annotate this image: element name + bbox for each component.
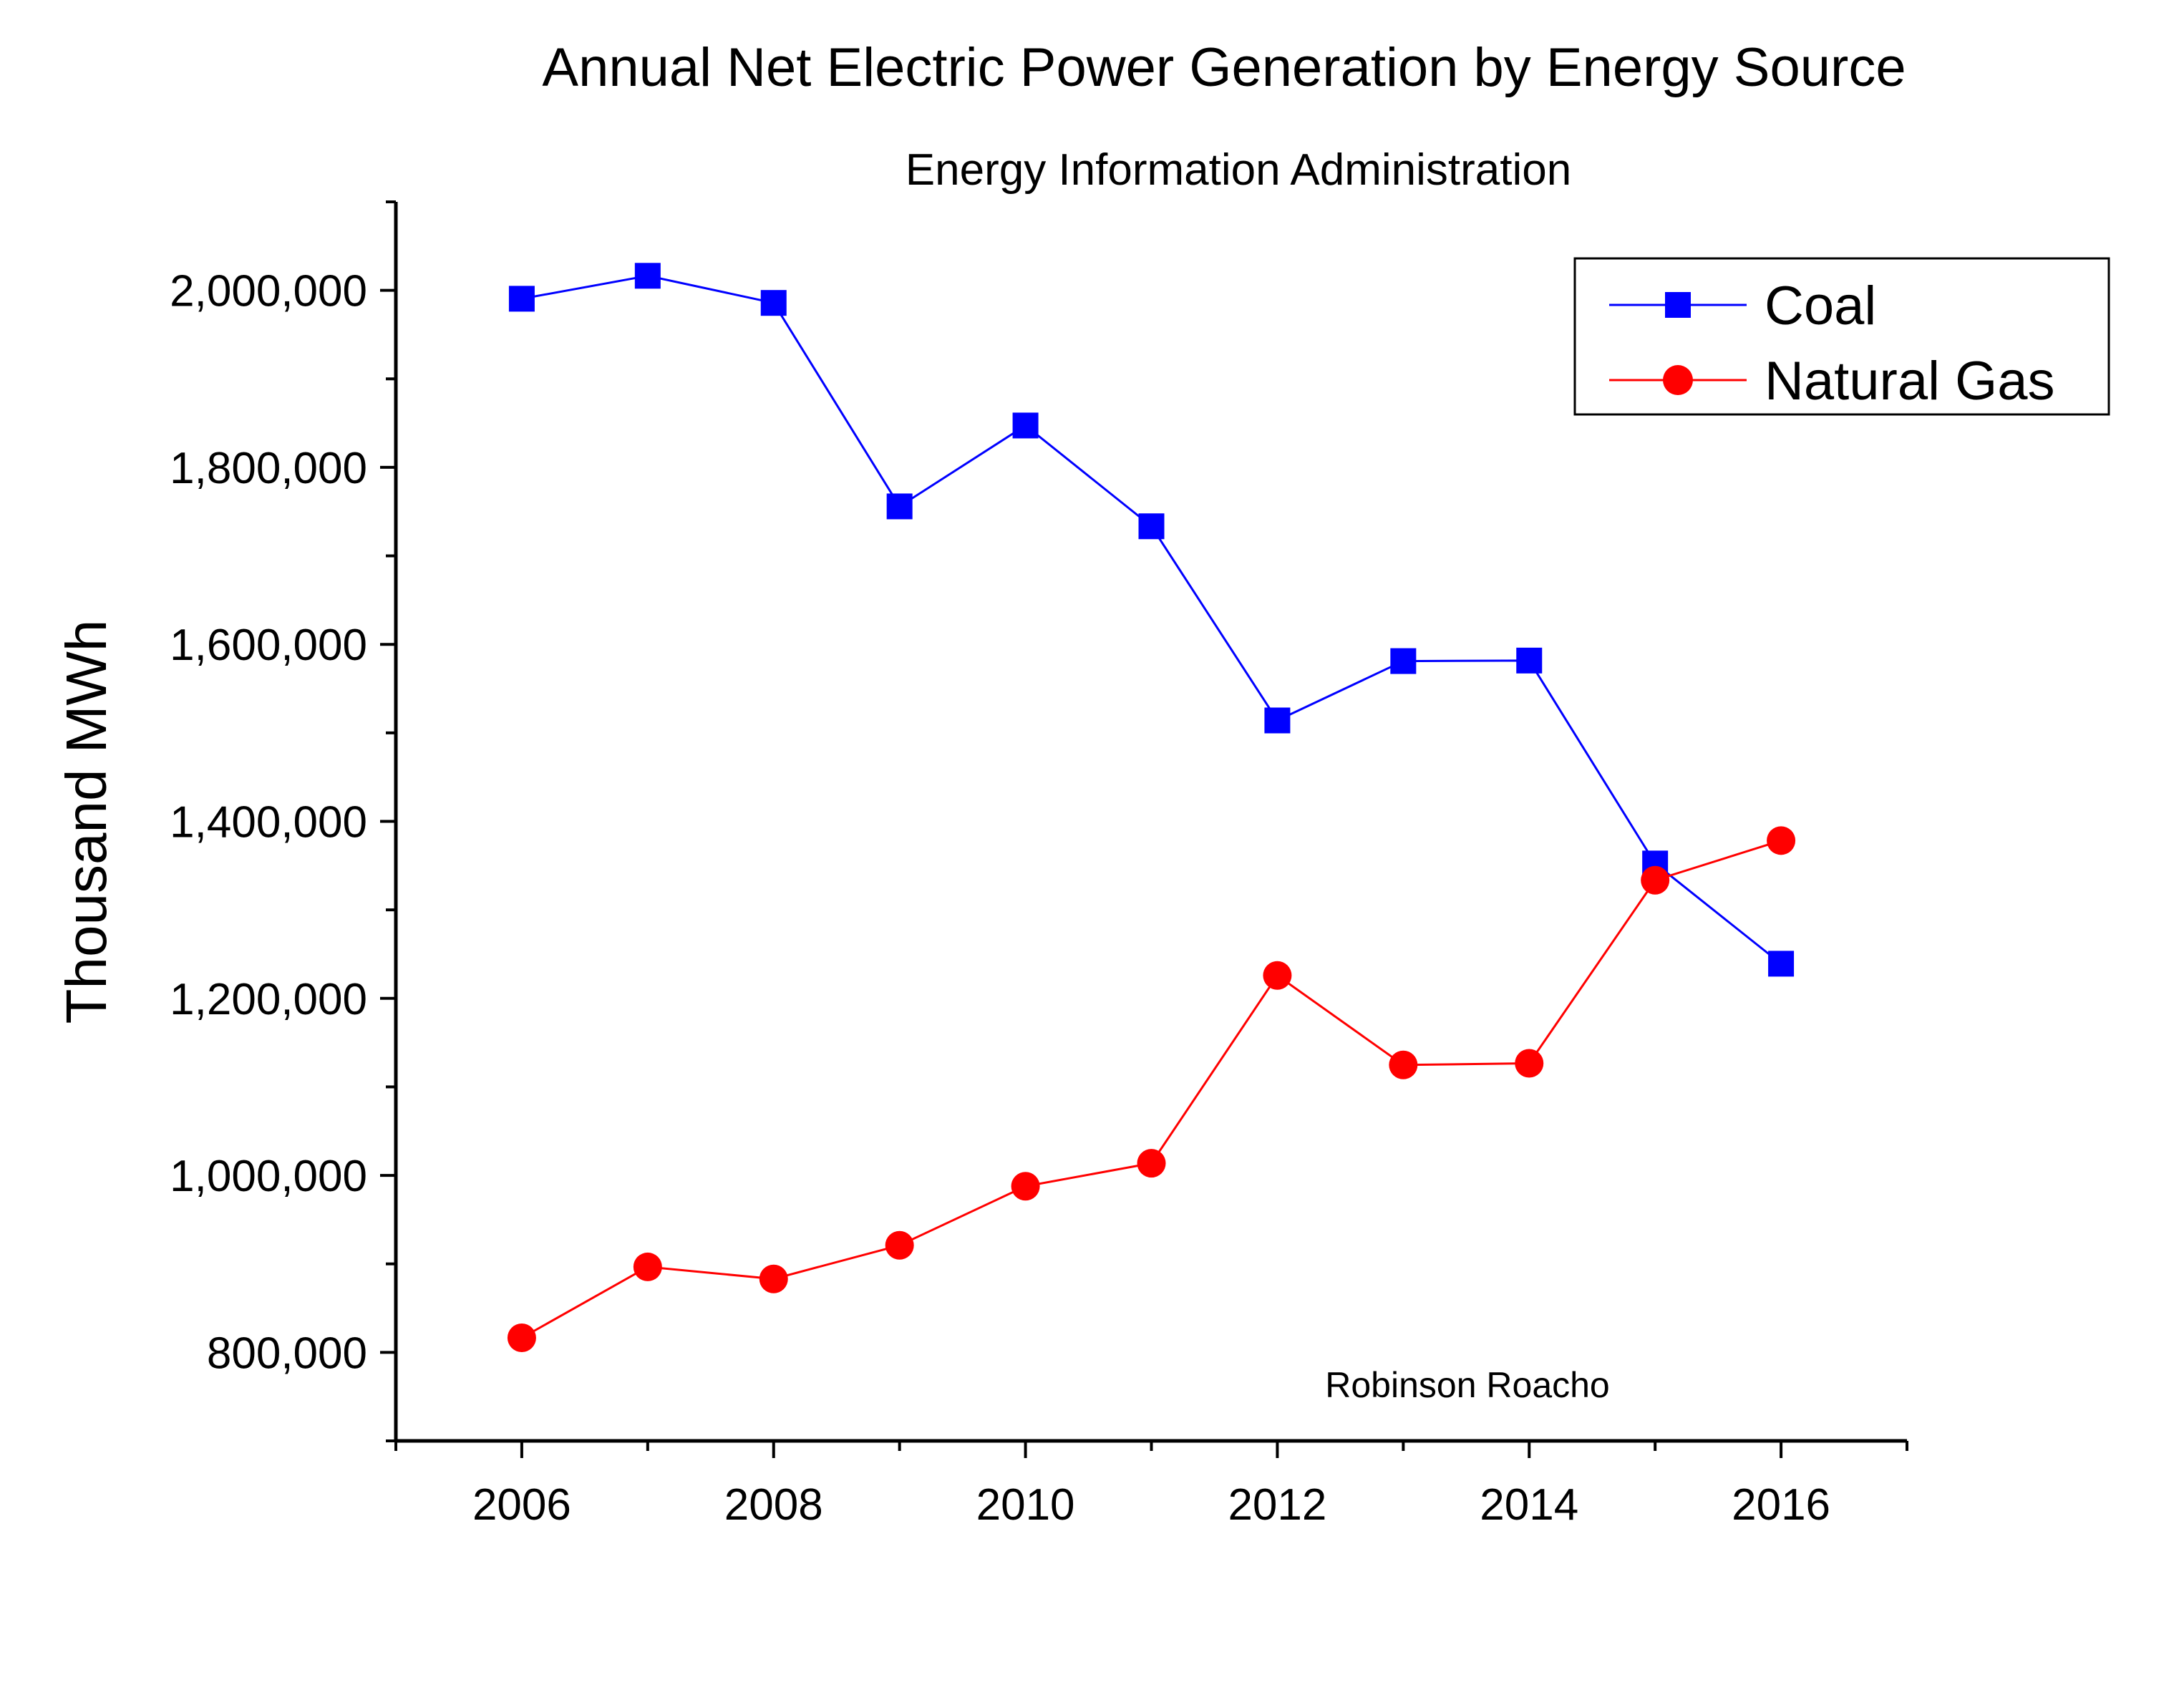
legend-label-natural-gas: Natural Gas [1765, 351, 2055, 412]
data-point-coal [760, 290, 787, 316]
data-point-natural-gas [1389, 1050, 1418, 1079]
series-layer [507, 263, 1796, 1353]
y-ticks [380, 200, 396, 1442]
data-point-coal [1264, 707, 1291, 734]
data-point-natural-gas [507, 1323, 536, 1353]
x-tick-label: 2014 [1480, 1480, 1578, 1530]
y-tick-label: 1,600,000 [170, 621, 367, 670]
x-tick-labels: 2006 2008 2010 2012 2014 2016 [472, 1480, 1830, 1530]
data-point-natural-gas [759, 1264, 788, 1293]
data-point-natural-gas [633, 1252, 662, 1281]
legend-label-coal: Coal [1765, 276, 1876, 336]
y-tick-label: 1,800,000 [170, 444, 367, 493]
y-tick-label: 1,200,000 [170, 975, 367, 1024]
x-tick-label: 2016 [1732, 1480, 1830, 1530]
y-axis-title: Thousand MWh [54, 620, 118, 1024]
legend-box [1573, 257, 2110, 416]
x-tick-label: 2006 [472, 1480, 571, 1530]
chart-title: Annual Net Electric Power Generation by … [542, 37, 1906, 98]
data-point-natural-gas [1263, 961, 1292, 990]
data-point-natural-gas [1011, 1172, 1040, 1201]
legend: Coal Natural Gas [1573, 257, 2110, 416]
legend-marker-coal [1665, 292, 1691, 318]
x-ticks [394, 1441, 1908, 1458]
data-point-coal [1138, 513, 1165, 540]
series-line-natural-gas [521, 839, 1782, 1339]
y-tick-label: 1,400,000 [170, 798, 367, 847]
data-point-natural-gas [1137, 1149, 1166, 1178]
data-point-coal [1768, 951, 1795, 977]
data-point-coal [1516, 647, 1543, 674]
x-tick-label: 2010 [976, 1480, 1075, 1530]
legend-marker-natural-gas [1663, 365, 1693, 395]
data-point-natural-gas [1515, 1049, 1544, 1078]
data-point-natural-gas [885, 1230, 914, 1260]
data-point-coal [886, 493, 913, 520]
data-point-coal [1390, 648, 1417, 674]
data-point-coal [1012, 412, 1039, 439]
credit-annotation: Robinson Roacho [1325, 1365, 1610, 1405]
y-tick-label: 2,000,000 [170, 267, 367, 316]
x-tick-label: 2008 [724, 1480, 823, 1530]
data-point-natural-gas [1641, 865, 1670, 895]
data-point-coal [508, 286, 535, 312]
y-tick-labels: 800,000 1,000,000 1,200,000 1,400,000 1,600,… [170, 267, 367, 1379]
data-point-natural-gas [1767, 826, 1796, 855]
y-tick-label: 1,000,000 [170, 1152, 367, 1201]
data-point-coal [634, 263, 661, 289]
x-tick-label: 2012 [1228, 1480, 1326, 1530]
y-tick-label: 800,000 [207, 1329, 367, 1378]
chart-subtitle: Energy Information Administration [906, 145, 1571, 195]
